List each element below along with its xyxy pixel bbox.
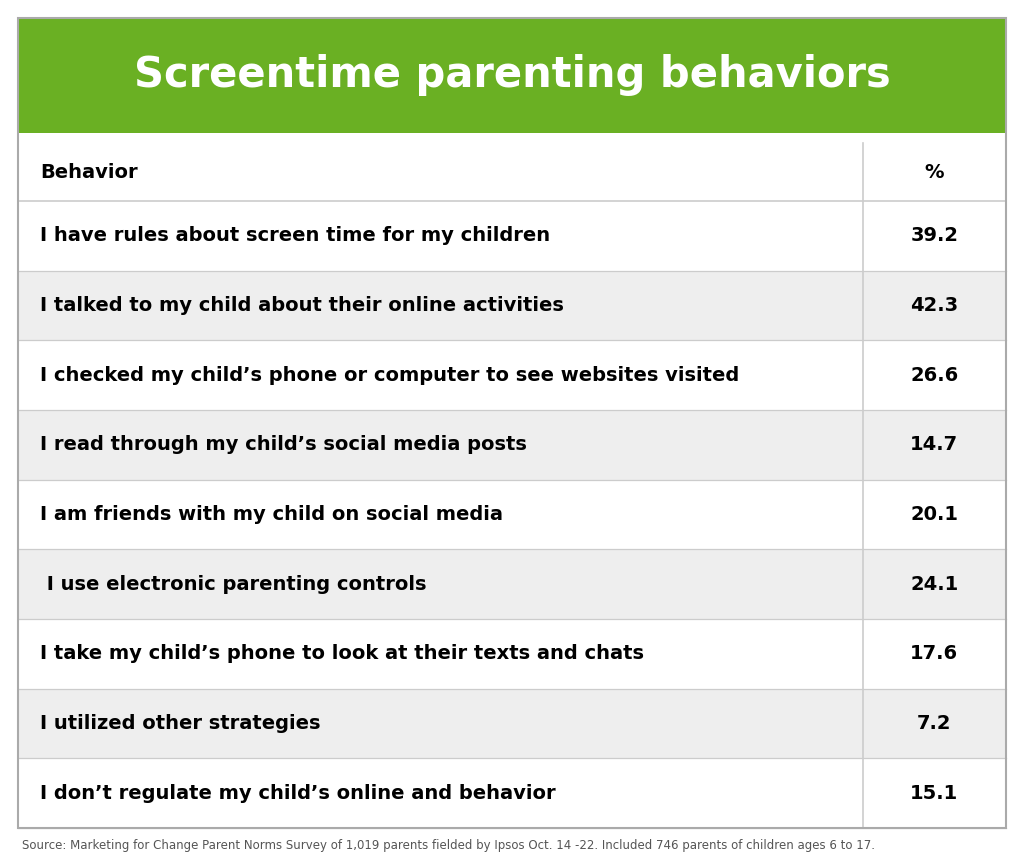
Bar: [18, 549, 1006, 619]
Text: I am friends with my child on social media: I am friends with my child on social med…: [40, 505, 503, 524]
Text: I read through my child’s social media posts: I read through my child’s social media p…: [40, 436, 527, 454]
Text: 42.3: 42.3: [910, 296, 958, 315]
Text: 20.1: 20.1: [910, 505, 958, 524]
Text: I use electronic parenting controls: I use electronic parenting controls: [40, 575, 427, 594]
Text: 15.1: 15.1: [910, 784, 958, 803]
Text: I take my child’s phone to look at their texts and chats: I take my child’s phone to look at their…: [40, 644, 644, 663]
Bar: [18, 619, 1006, 688]
Text: I utilized other strategies: I utilized other strategies: [40, 714, 321, 733]
Bar: [18, 688, 1006, 759]
Text: Screentime parenting behaviors: Screentime parenting behaviors: [133, 55, 891, 96]
Bar: [18, 340, 1006, 410]
Text: I don’t regulate my child’s online and behavior: I don’t regulate my child’s online and b…: [40, 784, 556, 803]
Bar: [18, 480, 1006, 549]
Text: Source: Marketing for Change Parent Norms Survey of 1,019 parents fielded by Ips: Source: Marketing for Change Parent Norm…: [22, 838, 874, 852]
Bar: [18, 410, 1006, 480]
Text: I talked to my child about their online activities: I talked to my child about their online …: [40, 296, 564, 315]
Text: 24.1: 24.1: [910, 575, 958, 594]
Bar: [18, 759, 1006, 828]
Text: 14.7: 14.7: [910, 436, 958, 454]
Text: 26.6: 26.6: [910, 365, 958, 385]
Bar: [18, 133, 1006, 143]
Text: I checked my child’s phone or computer to see websites visited: I checked my child’s phone or computer t…: [40, 365, 739, 385]
Bar: [18, 201, 1006, 271]
Text: 39.2: 39.2: [910, 227, 958, 246]
Bar: [18, 143, 1006, 201]
Bar: [18, 271, 1006, 340]
Text: 17.6: 17.6: [910, 644, 958, 663]
Text: Behavior: Behavior: [40, 162, 137, 181]
Text: I have rules about screen time for my children: I have rules about screen time for my ch…: [40, 227, 550, 246]
Text: 7.2: 7.2: [918, 714, 951, 733]
Bar: [18, 18, 1006, 133]
Text: %: %: [925, 162, 944, 181]
